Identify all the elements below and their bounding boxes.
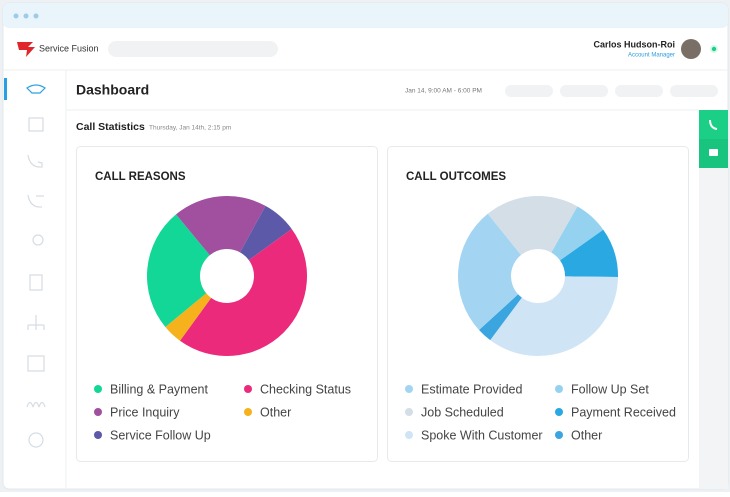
- nav-team-icon[interactable]: [26, 401, 46, 408]
- legend-label: Price Inquiry: [110, 405, 180, 419]
- logo[interactable]: [17, 42, 35, 57]
- nav-inbox-icon[interactable]: [28, 117, 44, 132]
- donut-slice: [479, 294, 522, 341]
- phone-icon: [709, 119, 718, 130]
- filter-pill[interactable]: [505, 85, 553, 97]
- brand: Service Fusion: [39, 43, 99, 53]
- nav-dashboard-icon[interactable]: [26, 84, 46, 94]
- window-dot: [23, 13, 29, 19]
- legend-swatch: [555, 385, 563, 393]
- right-rail: [699, 110, 728, 489]
- donut-slice: [176, 196, 266, 256]
- legend-label: Spoke With Customer: [421, 428, 543, 442]
- page-title: Dashboard: [76, 82, 149, 98]
- chart-title: CALL REASONS: [95, 171, 186, 183]
- status-dot: [711, 46, 717, 52]
- donut-slice: [560, 229, 618, 277]
- nav-transfer-icon[interactable]: [27, 194, 44, 208]
- nav-location-icon[interactable]: [32, 234, 44, 246]
- window-dot: [13, 13, 19, 19]
- donut-slice: [240, 205, 292, 261]
- legend-label: Job Scheduled: [421, 405, 504, 419]
- donut-slice: [179, 228, 308, 357]
- legend-swatch: [405, 408, 413, 416]
- donut-slice: [458, 213, 522, 331]
- browser-bar: [3, 3, 728, 28]
- user-role: Account Manager: [628, 53, 675, 59]
- section-subtitle: Thursday, Jan 14th, 2:15 pm: [149, 125, 231, 132]
- legend-swatch: [94, 408, 102, 416]
- legend-label: Estimate Provided: [421, 382, 522, 396]
- legend-swatch: [244, 408, 252, 416]
- legend-swatch: [405, 385, 413, 393]
- active-indicator: [4, 78, 7, 100]
- chart-title: CALL OUTCOMES: [406, 171, 506, 183]
- legend-swatch: [244, 385, 252, 393]
- filter-pill[interactable]: [560, 85, 608, 97]
- donut-slice: [490, 276, 618, 356]
- search-box[interactable]: [108, 41, 278, 57]
- legend-label: Payment Received: [571, 405, 676, 419]
- donut-slice: [165, 293, 212, 341]
- legend-label: Other: [571, 428, 602, 442]
- phone-tab[interactable]: [699, 110, 728, 139]
- legend-label: Service Follow Up: [110, 428, 211, 442]
- donut-slice: [487, 196, 578, 255]
- legend-label: Follow Up Set: [571, 382, 649, 396]
- nav-calls-icon[interactable]: [27, 154, 43, 168]
- nav-grid-icon[interactable]: [29, 274, 43, 291]
- nav-settings-icon[interactable]: [28, 432, 44, 448]
- section-title: Call Statistics: [76, 121, 145, 133]
- date-range: Jan 14, 9:00 AM - 6:00 PM: [405, 88, 482, 95]
- legend-swatch: [555, 408, 563, 416]
- legend-label: Other: [260, 405, 291, 419]
- filter-pill[interactable]: [670, 85, 718, 97]
- chat-icon: [709, 149, 718, 156]
- legend-swatch: [94, 431, 102, 439]
- legend-swatch: [405, 431, 413, 439]
- user-name: Carlos Hudson-Roi: [593, 39, 675, 49]
- legend-label: Billing & Payment: [110, 382, 208, 396]
- legend-label: Checking Status: [260, 382, 351, 396]
- nav-map-icon[interactable]: [27, 355, 45, 372]
- nav-org-icon[interactable]: [27, 315, 45, 330]
- donut-slice: [551, 206, 604, 261]
- legend-swatch: [555, 431, 563, 439]
- filter-pill[interactable]: [615, 85, 663, 97]
- legend-swatch: [94, 385, 102, 393]
- window-dot: [33, 13, 39, 19]
- donut-slice: [147, 214, 210, 327]
- avatar[interactable]: [681, 39, 701, 59]
